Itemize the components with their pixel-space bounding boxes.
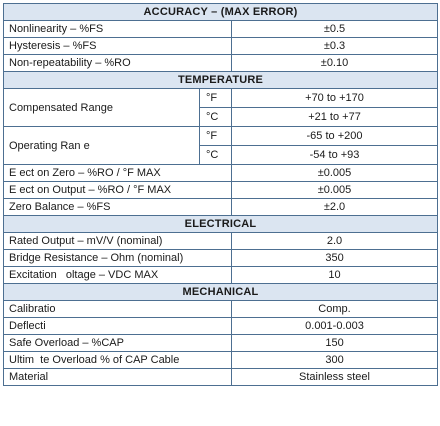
table-row: °C +21 to +77	[4, 107, 439, 127]
table-row: Non-repeatability – %RO ±0.10	[3, 54, 439, 72]
table-row: Zero Balance – %FS ±2.0	[3, 198, 439, 216]
row-value: 300	[230, 351, 439, 369]
row-value: Stainless steel	[230, 368, 439, 386]
row-label: Ultim te Overload % of CAP Cable	[3, 351, 232, 369]
row-value: ±0.3	[230, 37, 439, 55]
row-value: -65 to +200	[230, 126, 439, 146]
electrical-header-row: ELECTRICAL	[2, 215, 439, 233]
row-label: Calibratio	[3, 300, 232, 318]
electrical-section-title: ELECTRICAL	[2, 215, 439, 233]
table-row: Rated Output – mV/V (nominal) 2.0	[3, 232, 439, 250]
table-row: E ect on Zero – %RO / °F MAX ±0.005	[3, 164, 439, 182]
row-label: Safe Overload – %CAP	[3, 334, 232, 352]
table-row: Operating Ran e °F -65 to +200	[3, 126, 439, 165]
row-label: Non-repeatability – %RO	[3, 54, 232, 72]
row-label: E ect on Zero – %RO / °F MAX	[3, 164, 232, 182]
celsius-unit: °C	[199, 145, 232, 165]
row-value: 2.0	[230, 232, 439, 250]
table-row: Bridge Resistance – Ohm (nominal) 350	[3, 249, 439, 267]
row-label: Deflecti	[3, 317, 232, 335]
row-value: +70 to +170	[230, 88, 439, 108]
row-value: +21 to +77	[230, 107, 439, 127]
row-label: Zero Balance – %FS	[3, 198, 232, 216]
row-value: ±0.10	[230, 54, 439, 72]
accuracy-header-row: ACCURACY – (MAX ERROR)	[2, 3, 439, 21]
table-row: Material Stainless steel	[3, 368, 439, 386]
table-row: Safe Overload – %CAP 150	[3, 334, 439, 352]
table-row: Ultim te Overload % of CAP Cable 300	[3, 351, 439, 369]
compensated-range-label: Compensated Range	[3, 88, 200, 127]
fahrenheit-unit: °F	[199, 126, 232, 146]
table-row: Deflecti 0.001-0.003	[3, 317, 439, 335]
mechanical-header-row: MECHANICAL	[2, 283, 439, 301]
specifications-table: ACCURACY – (MAX ERROR) Nonlinearity – %F…	[2, 3, 439, 386]
operating-range-label: Operating Ran e	[3, 126, 200, 165]
row-value: 10	[230, 266, 439, 284]
row-value: -54 to +93	[230, 145, 439, 165]
row-label: Excitation oltage – VDC MAX	[3, 266, 232, 284]
row-label: Bridge Resistance – Ohm (nominal)	[3, 249, 232, 267]
row-label: Rated Output – mV/V (nominal)	[3, 232, 232, 250]
temperature-section-title: TEMPERATURE	[2, 71, 439, 89]
row-value: ±0.5	[230, 20, 439, 38]
row-label: E ect on Output – %RO / °F MAX	[3, 181, 232, 199]
row-value: ±2.0	[230, 198, 439, 216]
mechanical-section-title: MECHANICAL	[2, 283, 439, 301]
row-value: 150	[230, 334, 439, 352]
celsius-unit: °C	[199, 107, 232, 127]
row-label: Material	[3, 368, 232, 386]
fahrenheit-unit: °F	[199, 88, 232, 108]
table-row: Compensated Range °F +70 to +170	[3, 88, 439, 127]
accuracy-section-title: ACCURACY – (MAX ERROR)	[2, 3, 439, 21]
table-row: Nonlinearity – %FS ±0.5	[3, 20, 439, 38]
row-value: 0.001-0.003	[230, 317, 439, 335]
table-row: Calibratio Comp.	[3, 300, 439, 318]
table-row: E ect on Output – %RO / °F MAX ±0.005	[3, 181, 439, 199]
row-value: 350	[230, 249, 439, 267]
row-value: ±0.005	[230, 164, 439, 182]
table-row: Excitation oltage – VDC MAX 10	[3, 266, 439, 284]
row-label: Hysteresis – %FS	[3, 37, 232, 55]
row-value: ±0.005	[230, 181, 439, 199]
temperature-header-row: TEMPERATURE	[2, 71, 439, 89]
row-value: Comp.	[230, 300, 439, 318]
table-row: Hysteresis – %FS ±0.3	[3, 37, 439, 55]
row-label: Nonlinearity – %FS	[3, 20, 232, 38]
table-row: °C -54 to +93	[4, 145, 439, 165]
